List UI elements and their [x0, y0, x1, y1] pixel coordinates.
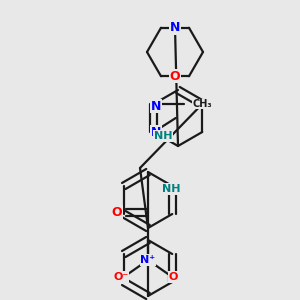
Text: N: N: [170, 21, 180, 34]
Text: O⁻: O⁻: [113, 272, 129, 282]
Text: CH₃: CH₃: [193, 99, 212, 109]
Text: O: O: [170, 70, 180, 83]
Text: N: N: [151, 100, 161, 112]
Text: NH: NH: [162, 184, 181, 194]
Text: O: O: [168, 272, 178, 282]
Text: N: N: [151, 125, 161, 139]
Text: NH: NH: [154, 131, 172, 141]
Text: N⁺: N⁺: [140, 255, 156, 265]
Text: O: O: [112, 206, 122, 218]
